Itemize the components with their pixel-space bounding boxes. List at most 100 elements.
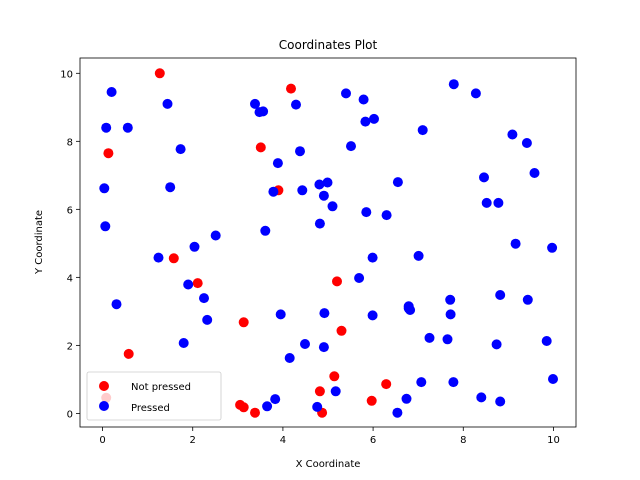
data-point <box>548 374 558 384</box>
data-point <box>493 197 504 208</box>
x-tick-label: 8 <box>460 435 466 446</box>
data-point <box>392 177 403 188</box>
y-tick-label: 10 <box>60 69 73 80</box>
plot-area-frame <box>79 57 577 428</box>
data-point <box>448 377 459 388</box>
data-point <box>260 225 271 236</box>
data-point <box>255 142 266 153</box>
data-point <box>322 177 333 188</box>
chart-title: Coordinates Plot <box>279 38 378 52</box>
data-point <box>327 201 338 212</box>
data-point <box>424 332 435 343</box>
data-point <box>522 294 533 305</box>
x-tick-label: 2 <box>190 435 196 446</box>
data-point <box>165 182 176 193</box>
data-point <box>314 386 325 397</box>
data-point <box>272 158 283 169</box>
legend: Not pressed Pressed <box>86 371 222 421</box>
data-point <box>381 210 392 221</box>
data-point <box>297 185 308 196</box>
data-point <box>175 144 186 155</box>
legend-marker-pressed <box>99 401 109 411</box>
data-point <box>392 407 403 418</box>
data-point <box>541 336 552 346</box>
data-point <box>101 122 112 133</box>
y-tick-label: 6 <box>67 205 73 216</box>
y-tick-label: 8 <box>67 137 73 148</box>
series-pressed <box>99 79 558 418</box>
data-point <box>358 94 369 105</box>
data-point <box>238 317 249 328</box>
data-point <box>495 396 506 407</box>
data-point <box>154 68 165 79</box>
data-point <box>168 253 179 264</box>
data-point <box>284 353 295 363</box>
data-point <box>122 122 133 133</box>
data-point <box>262 401 273 412</box>
data-point <box>99 183 110 194</box>
data-point <box>479 172 489 183</box>
data-point <box>258 106 269 117</box>
data-point <box>314 218 325 229</box>
data-point <box>346 141 356 152</box>
data-point <box>106 87 117 97</box>
data-point <box>153 252 164 263</box>
data-point <box>495 290 506 300</box>
data-point <box>507 129 518 140</box>
data-point <box>361 207 372 218</box>
data-point <box>162 98 173 109</box>
legend-label-not-pressed: Not pressed <box>131 382 191 393</box>
data-point <box>330 386 341 397</box>
data-point <box>314 179 325 190</box>
data-point <box>329 371 340 382</box>
data-point <box>199 293 209 304</box>
data-point <box>100 221 111 232</box>
data-point <box>178 338 189 348</box>
data-point <box>445 309 456 320</box>
data-point <box>481 197 492 208</box>
data-point <box>238 402 249 413</box>
legend-marker-not-pressed <box>99 381 109 391</box>
data-point <box>381 379 392 390</box>
data-point <box>442 334 453 345</box>
data-point <box>300 339 310 349</box>
data-point <box>286 83 296 94</box>
data-point <box>369 113 379 124</box>
data-point <box>295 146 305 157</box>
data-point <box>367 252 378 263</box>
data-point <box>291 99 301 110</box>
data-point <box>529 168 540 178</box>
data-point <box>417 125 428 136</box>
data-point <box>510 238 521 249</box>
data-point <box>405 305 416 315</box>
x-axis-label: X Coordinate <box>296 459 361 470</box>
legend-box <box>86 371 222 421</box>
data-point <box>366 395 377 406</box>
data-point <box>319 308 330 319</box>
data-point <box>270 394 281 405</box>
data-point <box>250 98 260 109</box>
data-point <box>275 309 286 320</box>
data-point <box>448 79 459 90</box>
data-point <box>183 279 194 290</box>
x-axis-ticks: 0 2 4 6 8 10 <box>99 427 560 446</box>
x-tick-label: 6 <box>370 435 376 446</box>
data-point <box>318 342 329 353</box>
data-point <box>250 407 260 418</box>
data-point <box>189 241 200 252</box>
data-point <box>413 250 424 261</box>
data-point <box>103 148 114 159</box>
y-axis-label: Y Coordinate <box>34 210 45 275</box>
data-point <box>111 299 122 310</box>
x-tick-label: 10 <box>547 435 560 446</box>
data-point <box>401 393 412 404</box>
y-tick-label: 4 <box>67 273 73 284</box>
data-point <box>312 401 323 412</box>
data-point <box>476 392 487 403</box>
data-point <box>521 138 532 148</box>
data-point <box>332 276 342 287</box>
y-tick-label: 2 <box>67 341 73 352</box>
data-point <box>354 273 365 283</box>
data-point <box>123 348 134 359</box>
